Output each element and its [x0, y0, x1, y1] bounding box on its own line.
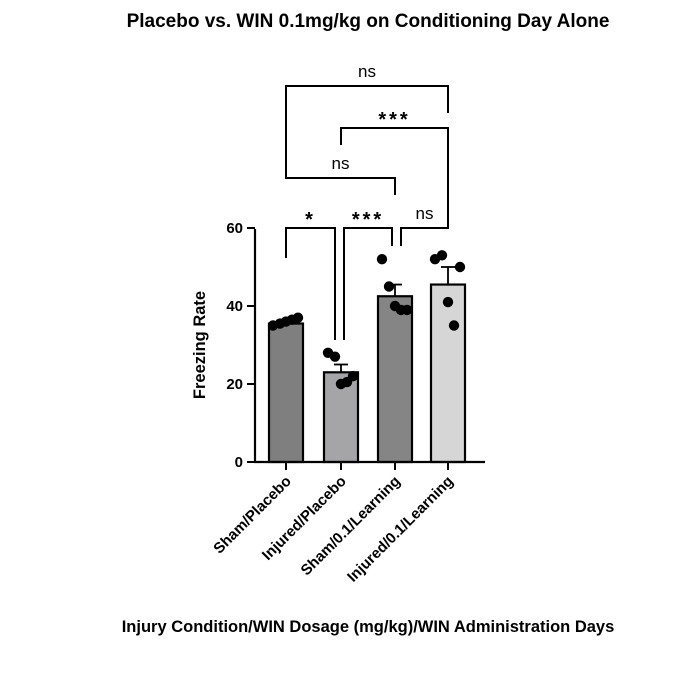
significance-label-4: *** [378, 109, 410, 131]
bars-group [267, 283, 467, 464]
bar-2 [376, 295, 414, 464]
error-bars-group [279, 266, 455, 373]
x-axis-title: Injury Condition/WIN Dosage (mg/kg)/WIN … [122, 618, 615, 636]
significance-bracket-2 [400, 213, 449, 246]
significance-bracket-3 [285, 162, 396, 195]
bar-0 [267, 322, 305, 464]
data-point-2-4 [401, 304, 413, 316]
significance-bracket-5 [285, 85, 449, 162]
y-axis-title: Freezing Rate [191, 291, 209, 399]
data-point-3-3 [448, 320, 460, 331]
data-point-1-4 [347, 371, 359, 382]
chart-title: Placebo vs. WIN 0.1mg/kg on Conditioning… [127, 11, 610, 32]
significance-bracket-0 [285, 227, 336, 340]
significance-label-0: * [305, 209, 316, 231]
significance-bracket-4 [340, 127, 449, 213]
significance-label-1: *** [352, 209, 384, 231]
data-point-3-1 [436, 250, 448, 261]
data-point-0-4 [292, 312, 304, 323]
data-point-1-1 [329, 351, 341, 362]
y-tick-label-0: 0 [235, 454, 243, 471]
data-point-2-0 [376, 254, 388, 265]
significance-bracket-1 [343, 227, 393, 340]
significance-label-5: ns [358, 62, 376, 81]
bar-3 [429, 283, 467, 464]
points-group [267, 250, 466, 390]
y-ticks-group: 0 20 40 60 [226, 220, 255, 471]
data-point-3-2 [442, 296, 454, 308]
x-tick-label-3: Injured/0.1/Learning [344, 473, 457, 586]
y-tick-label-1: 20 [226, 376, 243, 393]
x-tick-label-2: Sham/0.1/Learning [297, 473, 403, 579]
data-point-3-4 [454, 261, 466, 273]
data-point-2-1 [383, 281, 395, 292]
y-tick-label-2: 40 [226, 298, 243, 315]
y-tick-label-3: 60 [226, 220, 243, 237]
significance-label-2: ns [416, 204, 434, 223]
significance-label-3: ns [332, 154, 350, 173]
x-ticks-group: Sham/PlaceboInjured/PlaceboSham/0.1/Lear… [210, 462, 457, 586]
